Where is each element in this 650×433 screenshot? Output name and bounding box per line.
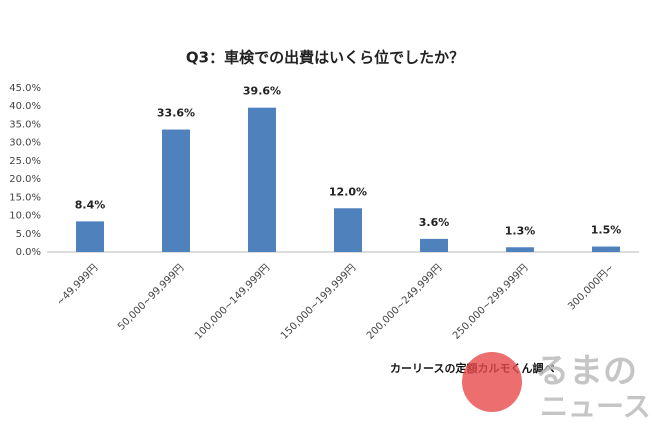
bar bbox=[420, 238, 448, 252]
value-label: 12.0% bbox=[329, 185, 367, 198]
bar bbox=[248, 107, 276, 253]
bar bbox=[162, 129, 190, 252]
value-label: 8.4% bbox=[75, 198, 106, 211]
x-tick-label: 200,000~249,999円 bbox=[365, 262, 444, 341]
value-label: 3.6% bbox=[419, 216, 450, 229]
y-tick-label: 40.0% bbox=[9, 101, 41, 112]
bar bbox=[334, 208, 362, 252]
y-tick-label: 45.0% bbox=[9, 83, 41, 94]
value-label: 1.3% bbox=[505, 224, 536, 237]
logo-circle bbox=[462, 352, 522, 412]
y-tick-label: 15.0% bbox=[9, 192, 41, 203]
value-label: 33.6% bbox=[157, 107, 195, 120]
bar bbox=[76, 221, 104, 252]
y-tick-label: 10.0% bbox=[9, 211, 41, 222]
y-tick-label: 35.0% bbox=[9, 119, 41, 130]
x-tick-label: 150,000~199,999円 bbox=[279, 262, 358, 341]
y-tick-label: 0.0% bbox=[16, 247, 41, 258]
bar bbox=[592, 246, 620, 252]
y-tick-label: 25.0% bbox=[9, 156, 41, 167]
value-label: 39.6% bbox=[243, 85, 281, 98]
x-tick-label: 50,000~99,999円 bbox=[116, 262, 186, 332]
logo-text: るまの bbox=[535, 352, 637, 392]
logo-text: ニュース bbox=[540, 390, 650, 423]
x-tick-label: ~49,999円 bbox=[55, 262, 101, 308]
y-tick-label: 30.0% bbox=[9, 138, 41, 149]
chart-title: Q3：車検での出費はいくら位でしたか？ bbox=[186, 49, 464, 67]
value-label: 1.5% bbox=[591, 224, 622, 237]
x-tick-label: 250,000~299,999円 bbox=[451, 262, 530, 341]
y-tick-label: 5.0% bbox=[16, 229, 41, 240]
x-tick-label: 300,000円~ bbox=[566, 262, 616, 312]
x-tick-label: 100,000~149,999円 bbox=[193, 262, 272, 341]
bar bbox=[506, 247, 534, 252]
y-tick-label: 20.0% bbox=[9, 174, 41, 185]
